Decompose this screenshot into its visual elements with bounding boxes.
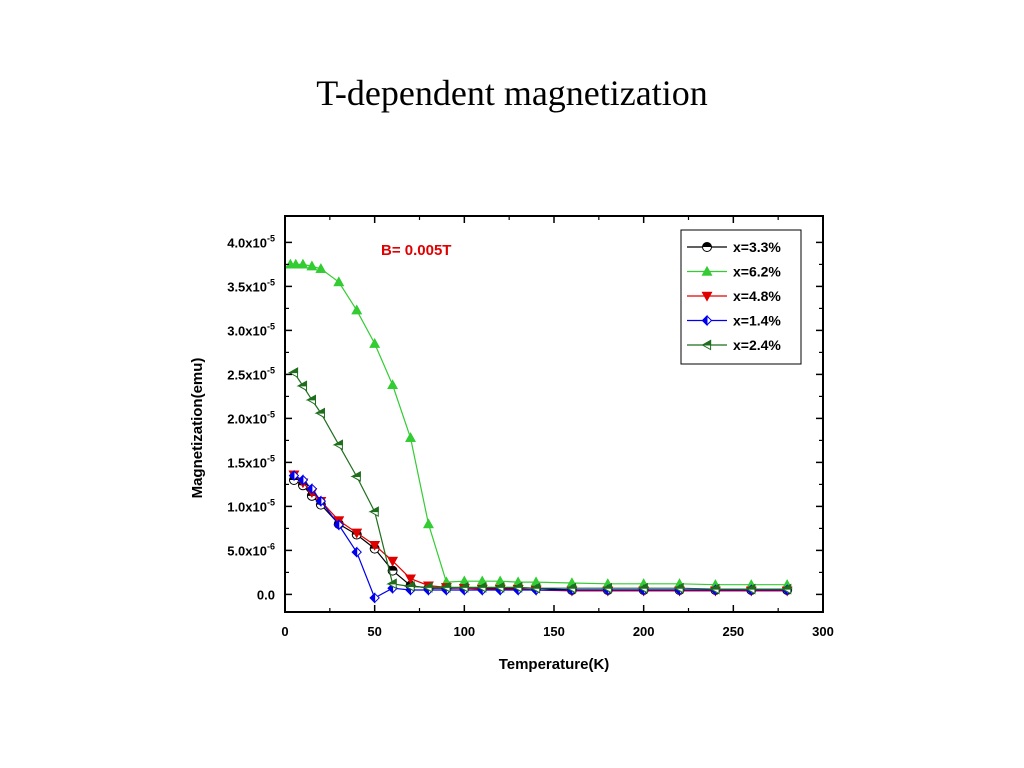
data-point xyxy=(423,518,434,529)
data-point xyxy=(780,583,792,595)
data-point xyxy=(386,578,397,590)
series-line xyxy=(293,372,788,590)
legend-marker xyxy=(701,314,713,327)
legend-label: x=6.2% xyxy=(733,264,781,280)
series-3 xyxy=(288,470,793,597)
data-point xyxy=(314,407,325,419)
data-point xyxy=(305,394,316,406)
y-tick-label: 2.0x10-5 xyxy=(227,409,275,426)
y-tick-label: 1.5x10-5 xyxy=(227,453,275,470)
data-point xyxy=(601,582,612,594)
data-point xyxy=(368,506,379,518)
series-line xyxy=(293,475,788,599)
y-tick-label: 0.0 xyxy=(257,587,275,602)
data-point xyxy=(297,474,309,486)
data-point xyxy=(637,582,648,594)
data-point xyxy=(315,263,327,273)
y-tick-label: 5.0x10-6 xyxy=(227,541,275,558)
series-line xyxy=(293,479,788,591)
data-point xyxy=(387,379,398,390)
legend: x=3.3% x=6.2% x=4.8% x=1.4% x=2.4% xyxy=(680,229,802,365)
x-tick-label: 50 xyxy=(367,624,381,639)
data-point xyxy=(744,583,756,595)
legend-marker xyxy=(701,291,713,302)
x-tick-label: 0 xyxy=(281,624,288,639)
legend-item: x=1.4% xyxy=(687,313,781,329)
y-tick-label: 4.0x10-5 xyxy=(227,233,275,250)
data-point xyxy=(287,367,299,378)
data-point xyxy=(457,582,469,593)
data-point xyxy=(422,582,433,593)
data-point xyxy=(387,556,398,567)
data-point xyxy=(405,574,416,585)
legend-marker xyxy=(700,339,712,351)
legend-item: x=3.3% xyxy=(687,239,781,255)
x-tick-label: 200 xyxy=(633,624,655,639)
legend-item: x=2.4% xyxy=(687,337,781,353)
series-5 xyxy=(287,367,792,595)
y-tick-label: 1.0x10-5 xyxy=(227,497,275,514)
y-axis-label: Magnetization(emu) xyxy=(189,358,206,499)
data-point xyxy=(475,582,487,593)
data-point xyxy=(351,546,362,558)
legend-box xyxy=(680,229,802,365)
y-tick-label: 2.5x10-5 xyxy=(227,365,275,382)
legend-marker xyxy=(702,242,712,252)
data-point xyxy=(297,258,309,269)
legend-marker xyxy=(701,265,713,276)
data-point xyxy=(306,483,318,495)
data-point xyxy=(405,432,416,442)
data-point xyxy=(529,582,541,594)
data-point xyxy=(306,260,318,271)
data-point xyxy=(708,583,720,595)
data-point xyxy=(351,304,363,315)
data-point xyxy=(439,582,451,593)
legend-label: x=1.4% xyxy=(733,313,781,329)
data-point xyxy=(333,276,345,287)
legend-item: x=4.8% xyxy=(687,288,781,304)
data-point xyxy=(404,581,415,592)
y-tick-label: 3.5x10-5 xyxy=(227,277,275,294)
field-annotation: B= 0.005T xyxy=(381,242,451,259)
y-tick-label: 3.0x10-5 xyxy=(227,321,275,338)
x-tick-label: 100 xyxy=(453,624,475,639)
series-line xyxy=(293,474,788,592)
data-point xyxy=(565,582,577,594)
data-point xyxy=(350,471,361,482)
data-point xyxy=(673,582,684,594)
data-point xyxy=(369,541,381,551)
legend-label: x=2.4% xyxy=(733,337,781,353)
x-tick-label: 150 xyxy=(543,624,565,639)
data-point xyxy=(290,258,302,269)
x-tick-label: 250 xyxy=(722,624,744,639)
data-point xyxy=(351,528,363,539)
x-axis-label: Temperature(K) xyxy=(499,656,610,673)
legend-label: x=4.8% xyxy=(733,288,781,304)
legend-label: x=3.3% xyxy=(733,239,781,255)
data-point xyxy=(315,495,327,507)
data-point xyxy=(288,469,300,482)
legend-item: x=6.2% xyxy=(687,264,781,280)
data-point xyxy=(369,338,381,348)
data-point xyxy=(296,380,308,392)
data-point xyxy=(511,582,523,593)
x-tick-label: 300 xyxy=(812,624,834,639)
data-point xyxy=(333,519,345,531)
data-point xyxy=(369,592,380,604)
slide-title: T-dependent magnetization xyxy=(316,73,708,113)
data-point xyxy=(332,439,343,451)
data-point xyxy=(493,582,505,593)
